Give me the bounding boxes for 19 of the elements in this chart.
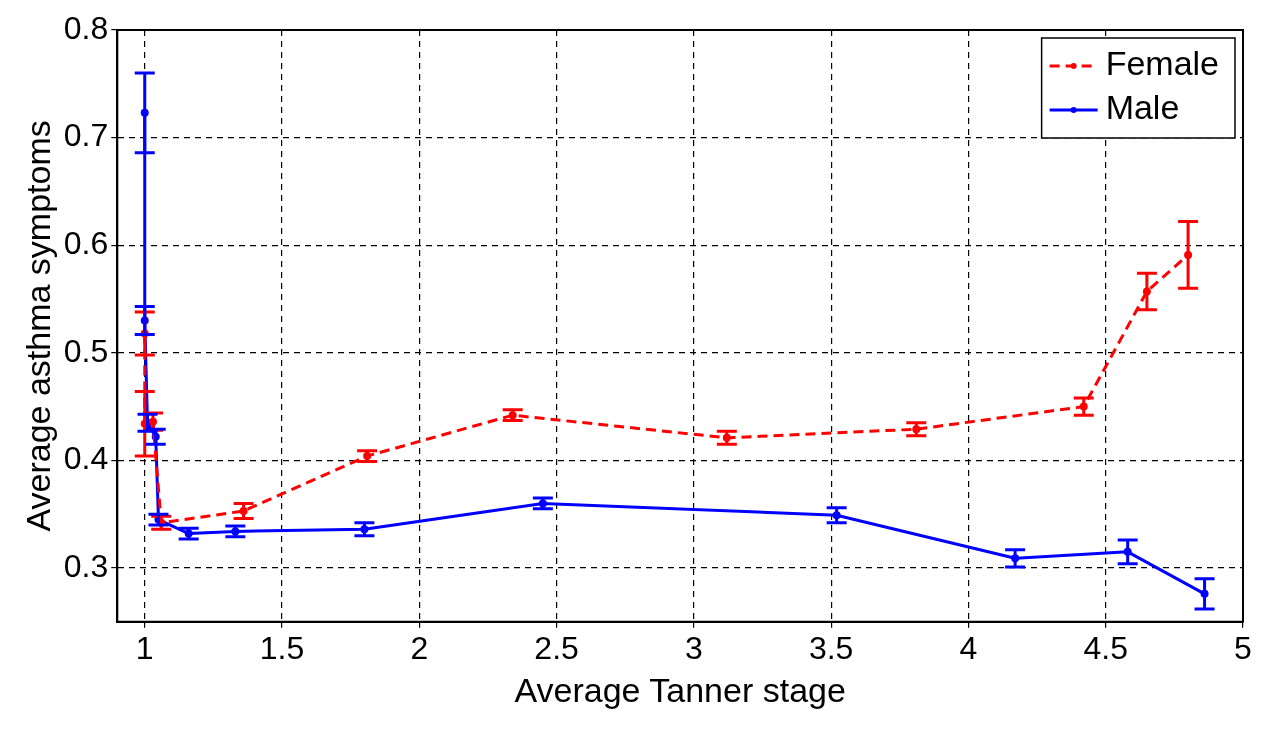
x-tick-label: 1.5 — [259, 629, 305, 666]
x-tick-label: 3.5 — [808, 629, 854, 666]
y-axis-title: Average asthma symptoms — [18, 120, 57, 532]
y-tick-label: 0.8 — [63, 9, 109, 46]
y-tick-label: 0.6 — [63, 225, 109, 262]
x-axis-title: Average Tanner stage — [514, 670, 846, 709]
x-tick-label: 1 — [135, 629, 154, 666]
y-tick-label: 0.7 — [63, 117, 109, 154]
x-tick-label: 2 — [410, 629, 429, 666]
legend-label: Female — [1105, 44, 1219, 83]
x-tick-label: 3 — [684, 629, 703, 666]
x-tick-label: 4.5 — [1083, 629, 1128, 666]
y-tick-label: 0.5 — [63, 332, 109, 369]
y-tick-label: 0.3 — [63, 547, 109, 584]
x-tick-label: 4 — [959, 629, 978, 666]
legend-label: Male — [1105, 88, 1180, 127]
y-tick-label: 0.4 — [63, 440, 109, 477]
x-tick-label: 5 — [1234, 629, 1252, 666]
x-tick-label: 2.5 — [534, 629, 579, 666]
